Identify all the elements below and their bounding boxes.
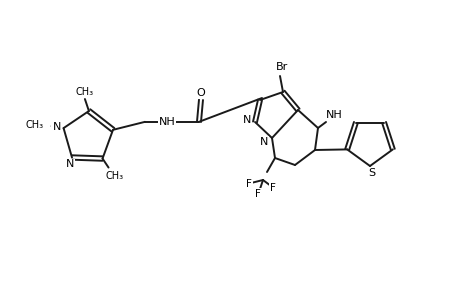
- Text: F: F: [254, 189, 260, 199]
- Text: O: O: [196, 88, 205, 98]
- Text: N: N: [52, 122, 61, 132]
- Text: N: N: [242, 115, 251, 125]
- Text: NH: NH: [158, 117, 175, 127]
- Text: CH₃: CH₃: [76, 87, 94, 97]
- Text: N: N: [259, 137, 268, 147]
- Text: Br: Br: [275, 62, 287, 72]
- Text: S: S: [368, 168, 375, 178]
- Text: CH₃: CH₃: [105, 171, 123, 181]
- Text: N: N: [66, 160, 74, 170]
- Text: CH₃: CH₃: [25, 120, 44, 130]
- Text: F: F: [269, 183, 275, 193]
- Text: F: F: [246, 179, 252, 189]
- Text: NH: NH: [325, 110, 341, 120]
